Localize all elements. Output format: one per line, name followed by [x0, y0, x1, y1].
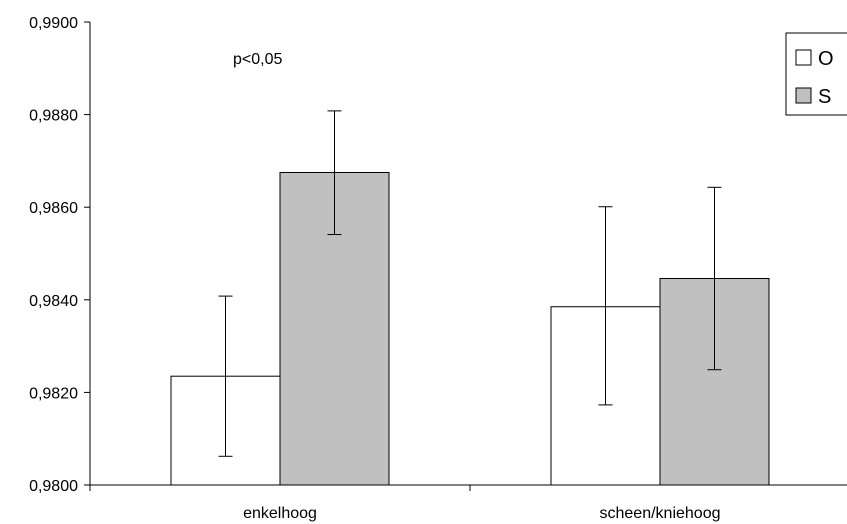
y-tick-label: 0,9800: [29, 478, 78, 495]
y-tick-label: 0,9900: [29, 15, 78, 32]
bars: [170, 171, 770, 486]
legend-swatch-o: [795, 49, 812, 66]
y-axis: 0,9800 0,9820 0,9840 0,9860 0,9880 0,9900: [29, 15, 91, 495]
significance-annotation: p<0,05: [233, 51, 282, 68]
legend-label-s: S: [818, 86, 831, 108]
y-tick-label: 0,9880: [29, 108, 78, 125]
legend-label-o: O: [818, 48, 834, 70]
y-tick-label: 0,9860: [29, 200, 78, 217]
legend-box: [785, 32, 847, 116]
legend: O S: [785, 32, 847, 116]
x-category-label: enkelhoog: [243, 505, 317, 522]
y-tick-label: 0,9840: [29, 293, 78, 310]
legend-swatch-s: [795, 87, 812, 104]
y-tick-label: 0,9820: [29, 385, 78, 402]
x-axis: enkelhoog scheen/kniehoog: [89, 484, 847, 522]
error-bars: [218, 110, 722, 457]
x-category-label: scheen/kniehoog: [600, 505, 721, 522]
